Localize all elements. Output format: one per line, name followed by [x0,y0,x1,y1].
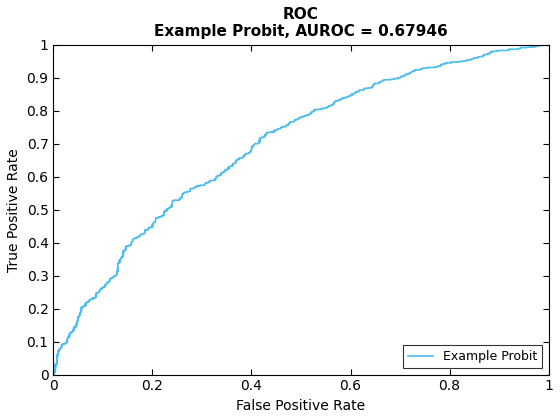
Example Probit [142,231,148,236]
Example Probit [155,215,162,220]
Title: ROC
Example Probit, AUROC = 0.67946: ROC Example Probit, AUROC = 0.67946 [154,7,448,39]
Line: Example Probit: Example Probit [53,45,549,375]
Example Probit [177,196,184,201]
Example Probit [419,66,426,71]
X-axis label: False Positive Rate: False Positive Rate [236,399,366,413]
Example Probit [282,123,289,129]
Example Probit [50,372,57,377]
Example Probit [545,42,552,47]
Legend: Example Probit: Example Probit [403,345,543,368]
Y-axis label: True Positive Rate: True Positive Rate [7,148,21,272]
Example Probit [544,42,550,47]
Example Probit [63,340,70,345]
